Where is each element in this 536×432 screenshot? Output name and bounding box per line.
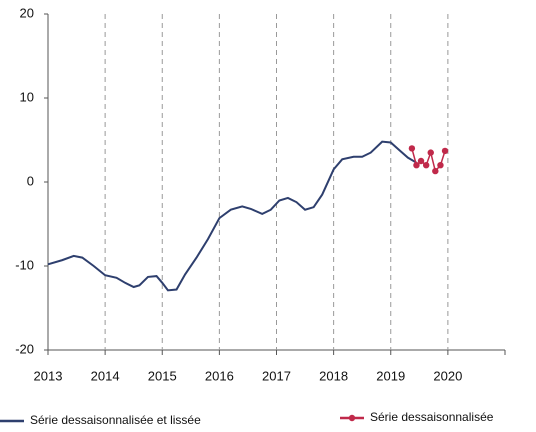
series-line <box>47 140 417 292</box>
marker <box>417 157 425 165</box>
y-tick-label: 20 <box>20 5 34 20</box>
legend-marker <box>348 414 356 422</box>
x-tick-label: 2014 <box>91 368 120 383</box>
x-tick-label: 2016 <box>205 368 234 383</box>
x-tick-label: 2018 <box>319 368 348 383</box>
marker <box>413 162 420 169</box>
y-tick-label: 0 <box>27 173 34 188</box>
legend-label: Série dessaisonnalisée et lissée <box>30 413 201 427</box>
marker <box>422 162 430 169</box>
marker <box>432 167 439 175</box>
legend-label: Série dessaisonnalisée <box>370 410 494 424</box>
x-tick-label: 2015 <box>148 368 177 383</box>
marker <box>437 162 444 169</box>
marker <box>408 145 416 152</box>
marker <box>427 149 434 156</box>
y-tick-label: 10 <box>20 89 34 104</box>
x-tick-label: 2019 <box>376 368 405 383</box>
x-tick-label: 2013 <box>34 368 63 383</box>
y-tick-label: -10 <box>15 257 34 272</box>
marker <box>441 147 449 155</box>
x-tick-label: 2017 <box>262 368 291 383</box>
x-tick-label: 2020 <box>433 368 462 383</box>
y-tick-label: -20 <box>15 341 34 356</box>
